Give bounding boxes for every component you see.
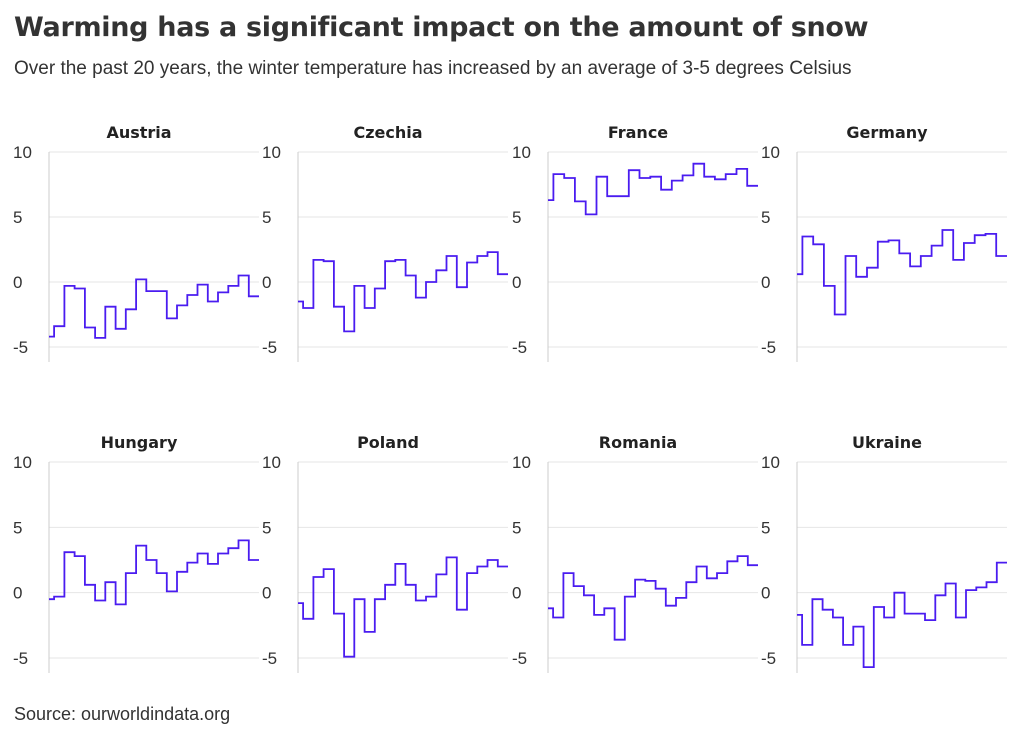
y-tick-label: -5 <box>13 649 28 668</box>
y-tick-label: -5 <box>512 338 527 357</box>
y-tick-label: -5 <box>13 338 28 357</box>
y-tick-label: 5 <box>512 208 521 227</box>
y-tick-label: 5 <box>13 518 22 537</box>
panel-poland: Poland 10 5 0 -5 <box>262 433 508 673</box>
y-tick-label: -5 <box>761 649 776 668</box>
y-tick-label: 10 <box>262 453 281 472</box>
y-tick-label: 0 <box>761 273 770 292</box>
panel-title: Hungary <box>101 433 178 452</box>
series-line <box>548 162 758 216</box>
y-tick-label: 0 <box>262 273 271 292</box>
series-line <box>797 561 1007 668</box>
y-tick-label: -5 <box>512 649 527 668</box>
panel-title: Germany <box>846 123 928 142</box>
y-tick-label: 5 <box>262 208 271 227</box>
panel-germany: Germany 10 5 0 -5 <box>761 123 1007 362</box>
y-tick-label: 5 <box>262 518 271 537</box>
y-tick-label: 5 <box>761 208 770 227</box>
series-line <box>49 274 259 339</box>
series-line <box>298 556 508 658</box>
series-line <box>298 251 508 333</box>
y-tick-label: 5 <box>512 518 521 537</box>
panel-title: Ukraine <box>852 433 922 452</box>
source-note: Source: ourworldindata.org <box>14 704 231 724</box>
y-tick-label: 0 <box>262 584 271 603</box>
chart-title: Warming has a significant impact on the … <box>14 12 869 43</box>
y-tick-label: 5 <box>761 518 770 537</box>
y-tick-label: 10 <box>761 453 780 472</box>
panel-hungary: Hungary 10 5 0 -5 <box>13 433 259 673</box>
y-tick-label: 0 <box>512 273 521 292</box>
panel-austria: Austria 10 5 0 -5 <box>13 123 259 362</box>
y-tick-label: 5 <box>13 208 22 227</box>
series-line <box>797 229 1007 316</box>
y-tick-label: 0 <box>13 273 22 292</box>
panel-title: Austria <box>106 123 171 142</box>
panel-title: France <box>608 123 668 142</box>
series-line <box>49 539 259 606</box>
panel-ukraine: Ukraine 10 5 0 -5 <box>761 433 1007 673</box>
panel-title: Romania <box>599 433 677 452</box>
y-tick-label: -5 <box>262 338 277 357</box>
y-tick-label: 10 <box>13 453 32 472</box>
panel-france: France 10 5 0 -5 <box>512 123 758 362</box>
y-tick-label: 10 <box>13 143 32 162</box>
chart-subtitle: Over the past 20 years, the winter tempe… <box>14 58 852 79</box>
panel-title: Poland <box>357 433 419 452</box>
panel-title: Czechia <box>353 123 422 142</box>
y-tick-label: 10 <box>512 143 531 162</box>
y-tick-label: -5 <box>761 338 776 357</box>
y-tick-label: 10 <box>761 143 780 162</box>
y-tick-label: 10 <box>262 143 281 162</box>
y-tick-label: -5 <box>262 649 277 668</box>
panel-romania: Romania 10 5 0 -5 <box>512 433 758 673</box>
panel-czechia: Czechia 10 5 0 -5 <box>262 123 508 362</box>
y-tick-label: 0 <box>761 584 770 603</box>
series-line <box>548 555 758 641</box>
y-tick-label: 0 <box>512 584 521 603</box>
y-tick-label: 10 <box>512 453 531 472</box>
y-tick-label: 0 <box>13 584 22 603</box>
